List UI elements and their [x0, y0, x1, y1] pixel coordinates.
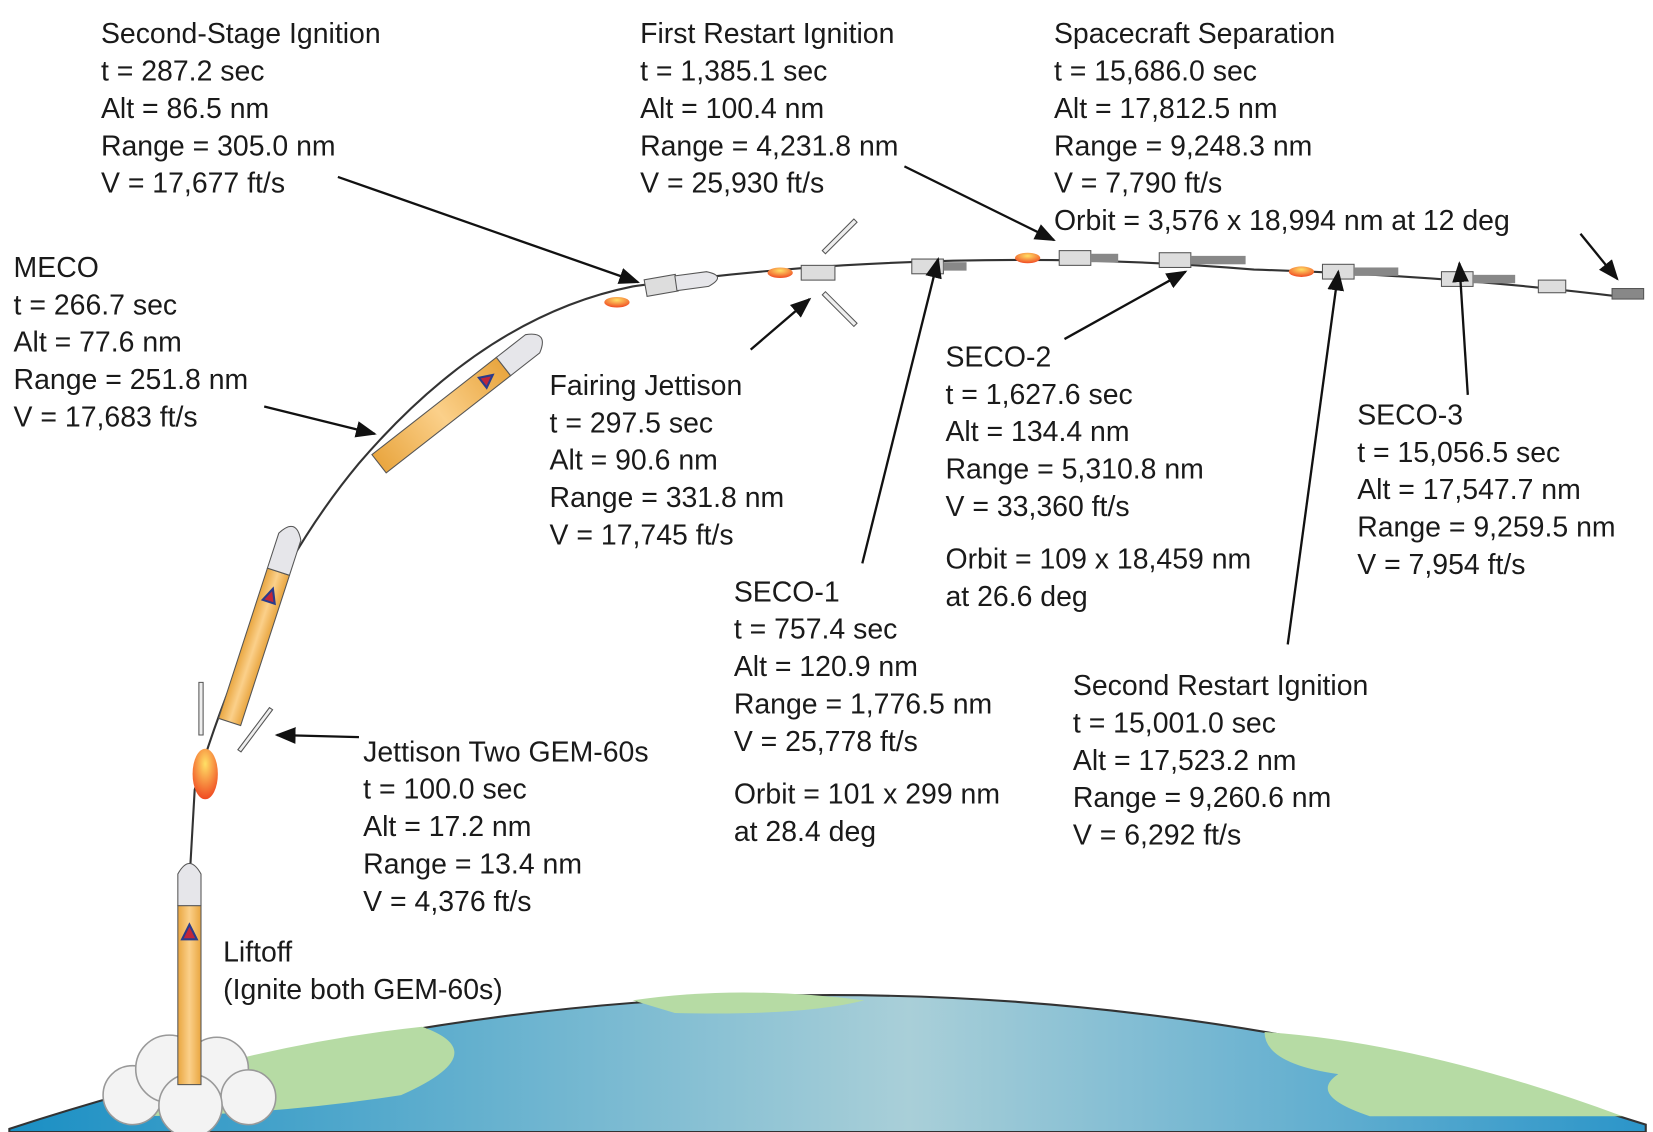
event-detail: Alt = 77.6 nm	[14, 327, 182, 359]
event-detail: (Ignite both GEM-60s)	[223, 974, 503, 1006]
rocket-ascent	[217, 525, 302, 727]
event-orbit: at 28.4 deg	[734, 816, 876, 848]
event-detail: t = 297.5 sec	[550, 407, 714, 439]
event-detail: Range = 9,248.3 nm	[1054, 130, 1312, 162]
event-detail: Range = 251.8 nm	[14, 364, 249, 396]
event-detail: t = 287.2 sec	[101, 56, 265, 88]
event-detail: Alt = 90.6 nm	[550, 445, 718, 477]
event-detail: V = 25,930 ft/s	[640, 168, 824, 200]
event-title: SECO-3	[1357, 399, 1463, 431]
event-title: Jettison Two GEM-60s	[363, 736, 648, 768]
event-detail: V = 25,778 ft/s	[734, 726, 918, 758]
arrows	[263, 165, 1619, 744]
event-title: Fairing Jettison	[550, 370, 743, 402]
event-detail: Alt = 17,523.2 nm	[1073, 745, 1297, 777]
event-detail: V = 17,745 ft/s	[550, 519, 734, 551]
event-title: Second-Stage Ignition	[101, 18, 381, 50]
event-detail: Orbit = 3,576 x 18,994 nm at 12 deg	[1054, 205, 1510, 237]
event-detail: t = 15,056.5 sec	[1357, 437, 1560, 469]
event-detail: Alt = 17.2 nm	[363, 811, 531, 843]
event-detail: V = 17,683 ft/s	[14, 401, 198, 433]
event-detail: Range = 331.8 nm	[550, 482, 785, 514]
event-detail: Range = 9,260.6 nm	[1073, 782, 1331, 814]
event-detail: Alt = 120.9 nm	[734, 651, 918, 683]
event-orbit: Orbit = 109 x 18,459 nm	[945, 544, 1251, 576]
event-detail: t = 1,627.6 sec	[945, 379, 1132, 411]
event-detail: Range = 4,231.8 nm	[640, 130, 898, 162]
event-detail: Range = 1,776.5 nm	[734, 688, 992, 720]
trajectory	[189, 258, 1623, 864]
event-title: First Restart Ignition	[640, 18, 894, 50]
event-detail: t = 15,686.0 sec	[1054, 56, 1257, 88]
event-detail: t = 266.7 sec	[14, 289, 178, 321]
event-detail: V = 7,954 ft/s	[1357, 549, 1525, 581]
event-title: SECO-2	[945, 341, 1051, 373]
event-detail: Alt = 134.4 nm	[945, 416, 1129, 448]
event-detail: t = 757.4 sec	[734, 614, 898, 646]
event-detail: t = 1,385.1 sec	[640, 56, 827, 88]
earth	[8, 992, 1647, 1132]
event-title: Liftoff	[223, 936, 292, 968]
event-detail: t = 15,001.0 sec	[1073, 707, 1276, 739]
event-detail: V = 6,292 ft/s	[1073, 820, 1241, 852]
event-detail: V = 4,376 ft/s	[363, 886, 531, 918]
event-title: SECO-1	[734, 576, 840, 608]
event-detail: Alt = 86.5 nm	[101, 93, 269, 125]
event-detail: Range = 305.0 nm	[101, 130, 336, 162]
event-detail: Range = 13.4 nm	[363, 848, 582, 880]
gem-60	[198, 681, 274, 753]
event-detail: V = 33,360 ft/s	[945, 491, 1129, 523]
labels: Second-Stage Ignition t = 287.2 sec Alt = …	[14, 18, 1616, 1006]
event-title: MECO	[14, 252, 99, 284]
flame	[192, 748, 218, 800]
rocket-liftoff	[177, 862, 202, 1086]
event-orbit: at 26.6 deg	[945, 581, 1087, 613]
event-detail: Alt = 17,547.7 nm	[1357, 474, 1581, 506]
event-detail: Range = 9,259.5 nm	[1357, 512, 1615, 544]
event-detail: Alt = 17,812.5 nm	[1054, 93, 1278, 125]
event-detail: Range = 5,310.8 nm	[945, 454, 1203, 486]
event-title: Spacecraft Separation	[1054, 18, 1335, 50]
event-detail: V = 7,790 ft/s	[1054, 168, 1222, 200]
event-detail: Alt = 100.4 nm	[640, 93, 824, 125]
event-title: Second Restart Ignition	[1073, 670, 1368, 702]
event-detail: V = 17,677 ft/s	[101, 168, 285, 200]
rocket-meco	[371, 333, 543, 474]
event-detail: t = 100.0 sec	[363, 774, 527, 806]
event-orbit: Orbit = 101 x 299 nm	[734, 778, 1000, 810]
